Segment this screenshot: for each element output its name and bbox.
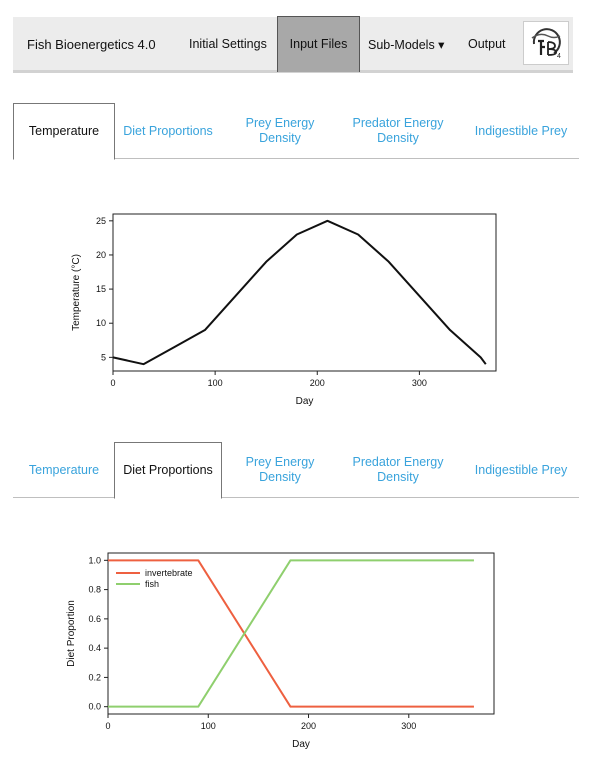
x-tick-label: 100 — [208, 378, 223, 388]
y-tick-label: 20 — [96, 250, 106, 260]
plot-frame — [107, 552, 495, 715]
series-line-0 — [112, 219, 487, 366]
y-tick-label: 0.2 — [88, 672, 101, 682]
input-files-tabbar-bottom: Temperature Diet Proportions Prey Energy… — [13, 442, 579, 499]
x-tick-label: 100 — [201, 721, 216, 731]
app-title[interactable]: Fish Bioenergetics 4.0 — [27, 37, 156, 52]
series-line-fish — [108, 559, 474, 708]
y-axis-label: Temperature (°C) — [71, 254, 82, 331]
plot-frame — [112, 213, 497, 372]
tab-predator-energy-density[interactable]: Predator Energy Density — [352, 116, 444, 145]
y-tick-label: 0.0 — [88, 702, 101, 712]
top-navbar: Fish Bioenergetics 4.0 Initial Settings … — [13, 16, 573, 73]
series-line-invertebrate — [108, 559, 474, 708]
diet-proportion-chart: 0 100 200 300 0.0 0.2 0.4 0.6 0.8 1.0 Day Diet Prop… — [66, 552, 495, 750]
x-axis-label: Day — [292, 739, 310, 750]
x-tick-label: 0 — [105, 721, 110, 731]
tab-prey-energy-density[interactable]: Prey Energy Density — [245, 116, 315, 145]
y-tick-label: 5 — [101, 352, 106, 362]
tab-diet-proportions[interactable]: Diet Proportions — [114, 442, 222, 499]
y-tick-label: 0.8 — [88, 585, 101, 595]
svg-text:4: 4 — [557, 53, 561, 60]
x-tick-label: 300 — [401, 721, 416, 731]
y-tick-label: 0.4 — [88, 643, 101, 653]
y-tick-label: 15 — [96, 284, 106, 294]
x-tick-label: 200 — [310, 378, 325, 388]
y-tick-label: 0.6 — [88, 614, 101, 624]
tab-indigestible-prey[interactable]: Indigestible Prey — [474, 462, 568, 477]
legend-label-fish: fish — [145, 579, 159, 589]
tabbar-baseline — [13, 158, 579, 159]
y-axis-label: Diet Proportion — [66, 600, 77, 667]
tab-predator-energy-density[interactable]: Predator Energy Density — [352, 455, 444, 484]
temperature-chart: 0 100 200 300 5 10 15 20 25 Day Temperature (°C) — [71, 213, 497, 407]
x-axis-label: Day — [296, 396, 314, 407]
nav-sub-models-dropdown[interactable]: Sub-Models ▾ — [368, 38, 445, 52]
input-files-tabbar-top: Temperature Diet Proportions Prey Energy… — [13, 103, 579, 160]
tab-temperature[interactable]: Temperature — [13, 103, 115, 160]
fb4-logo-icon[interactable]: 4 — [523, 21, 569, 65]
x-tick-label: 200 — [301, 721, 316, 731]
y-tick-label: 10 — [96, 318, 106, 328]
tab-indigestible-prey[interactable]: Indigestible Prey — [474, 123, 568, 138]
tab-prey-energy-density[interactable]: Prey Energy Density — [245, 455, 315, 484]
nav-initial-settings[interactable]: Initial Settings — [189, 37, 267, 51]
y-tick-label: 25 — [96, 216, 106, 226]
legend-label-invertebrate: invertebrate — [145, 568, 193, 578]
x-tick-label: 0 — [110, 378, 115, 388]
tab-temperature[interactable]: Temperature — [28, 462, 100, 477]
y-tick-label: 1.0 — [88, 555, 101, 565]
tabbar-baseline — [13, 497, 579, 498]
tab-diet-proportions[interactable]: Diet Proportions — [123, 123, 213, 138]
nav-input-files[interactable]: Input Files — [277, 16, 360, 72]
nav-output[interactable]: Output — [468, 37, 506, 51]
x-tick-label: 300 — [412, 378, 427, 388]
